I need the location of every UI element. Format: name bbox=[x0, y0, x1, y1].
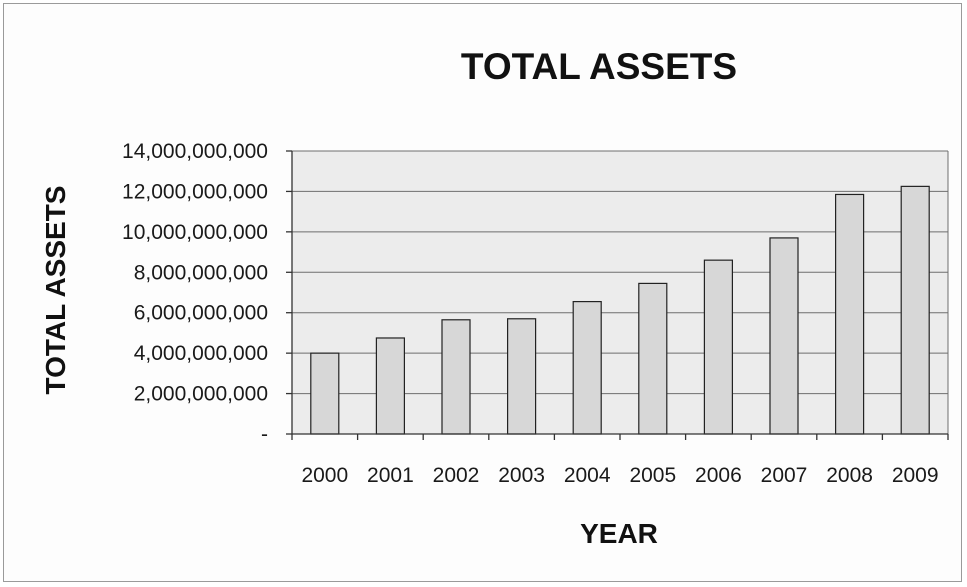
x-tick-label: 2004 bbox=[564, 464, 611, 487]
bar-2003 bbox=[507, 318, 537, 435]
x-tick-label: 2000 bbox=[301, 464, 348, 487]
x-tick-label: 2006 bbox=[695, 464, 742, 487]
bar-2005 bbox=[638, 282, 668, 435]
y-tick-label: 12,000,000,000 bbox=[122, 180, 268, 203]
bar-series bbox=[310, 185, 930, 435]
bar-2007 bbox=[769, 237, 799, 435]
chart-title: TOTAL ASSETS bbox=[461, 46, 737, 87]
x-tick-label: 2008 bbox=[826, 464, 873, 487]
bar-2001 bbox=[375, 337, 405, 435]
bar-2000 bbox=[310, 352, 340, 435]
bar-2002 bbox=[441, 319, 471, 435]
y-tick-label: - bbox=[261, 423, 268, 446]
x-tick-label: 2007 bbox=[761, 464, 808, 487]
axes bbox=[286, 150, 949, 440]
bar-2004 bbox=[572, 300, 602, 435]
y-tick-label: 8,000,000,000 bbox=[134, 261, 268, 284]
x-tick-label: 2003 bbox=[498, 464, 545, 487]
x-tick-label: 2005 bbox=[629, 464, 676, 487]
bar-2006 bbox=[703, 259, 734, 435]
y-tick-label: 4,000,000,000 bbox=[134, 342, 268, 365]
y-tick-label: 6,000,000,000 bbox=[134, 302, 268, 325]
x-tick-label: 2001 bbox=[367, 464, 414, 487]
y-tick-label: 14,000,000,000 bbox=[122, 140, 268, 163]
x-tick-label: 2002 bbox=[433, 464, 480, 487]
y-tick-label: 10,000,000,000 bbox=[122, 221, 268, 244]
y-tick-labels: - 2,000,000,000 4,000,000,000 6,000,000,000… bbox=[122, 140, 268, 446]
y-axis-title: TOTAL ASSETS bbox=[40, 186, 71, 395]
x-tick-labels: 2000 2001 2002 2003 2004 2005 2006 2007 2008 2009 bbox=[301, 464, 938, 487]
x-axis-title: YEAR bbox=[580, 518, 658, 549]
plot-area bbox=[286, 150, 949, 440]
y-tick-label: 2,000,000,000 bbox=[134, 383, 268, 406]
bar-2009 bbox=[900, 185, 930, 435]
x-tick-label: 2009 bbox=[892, 464, 939, 487]
bar-2008 bbox=[834, 193, 865, 435]
